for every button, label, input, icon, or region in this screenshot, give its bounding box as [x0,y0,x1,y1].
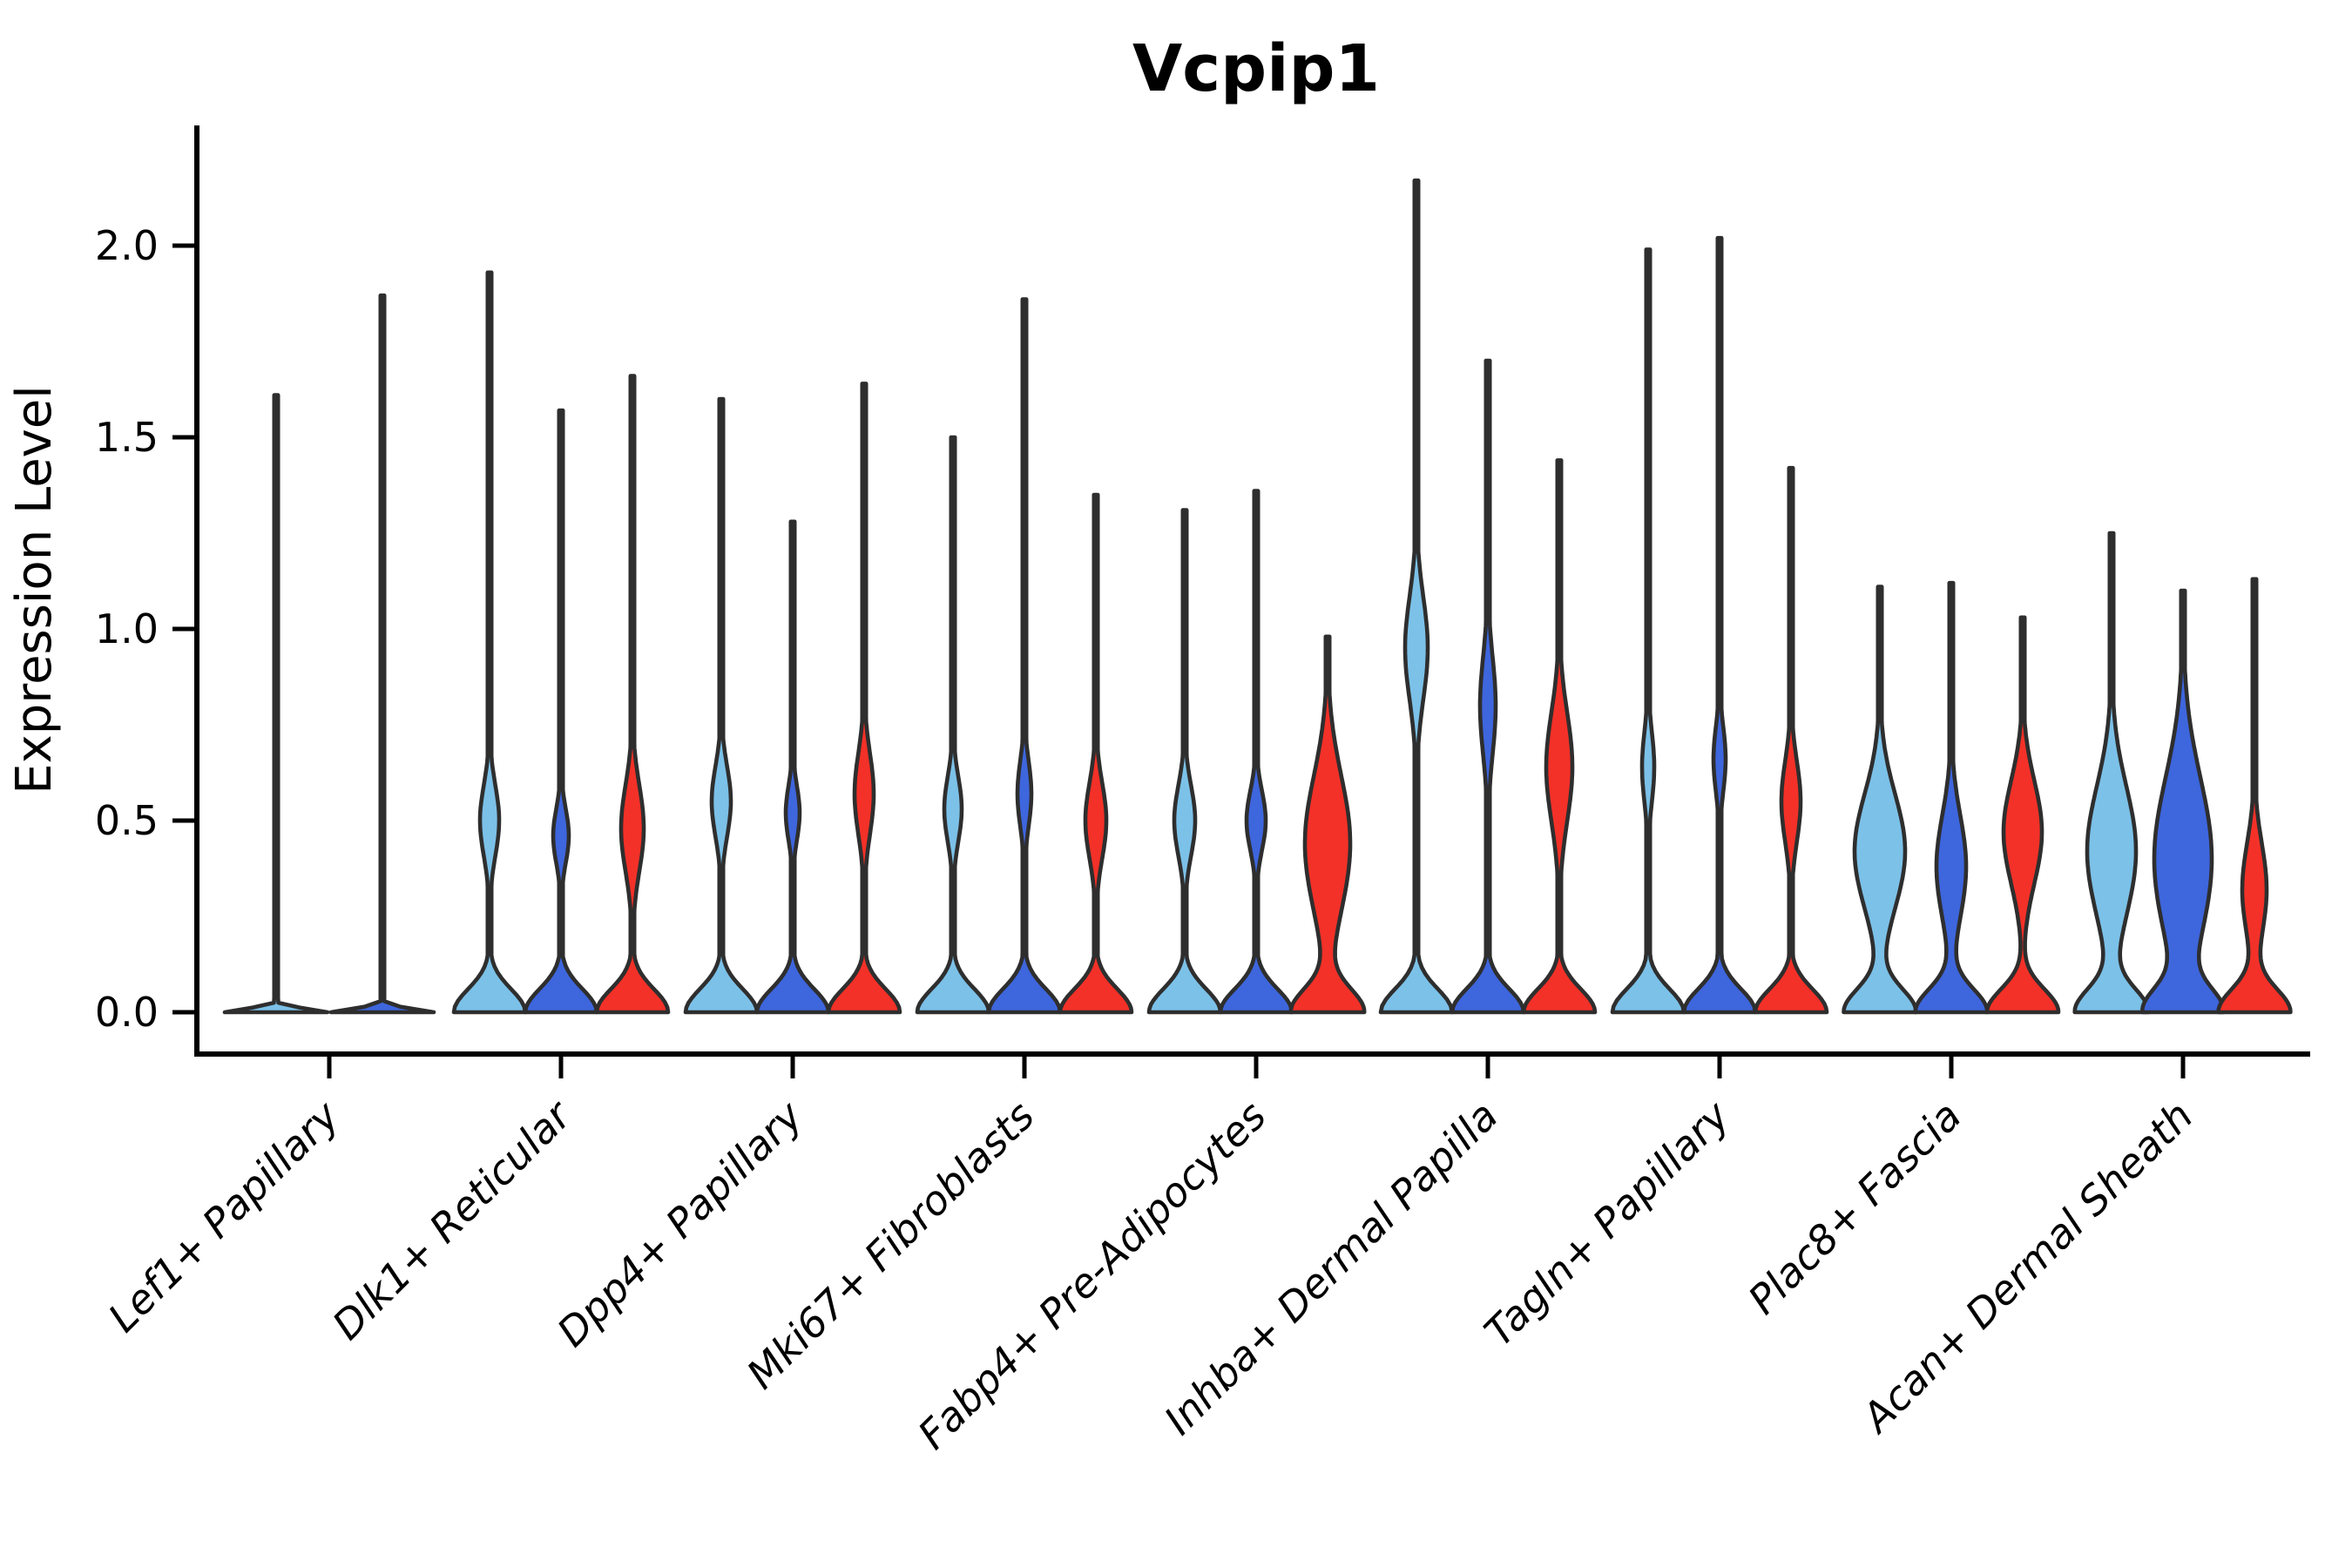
violin-fabp4-light_blue [1146,508,1223,1015]
x-tick-label-tagln: Tagln+ Papillary [1475,1092,1739,1355]
violin-lef1-dark_blue [328,293,436,1015]
violin-fabp4-dark_blue [1218,489,1294,1015]
violin-inhba-red [1521,458,1598,1015]
violin-tagln-dark_blue [1681,235,1758,1015]
violin-acan-dark_blue [2140,588,2226,1015]
violin-tagln-light_blue [1610,247,1686,1015]
violin-dpp4-dark_blue [754,519,831,1015]
violin-mki67-dark_blue [986,297,1063,1015]
violin-fabp4-red [1288,634,1367,1015]
x-tick-label-dpp4: Dpp4+ Papillary [548,1092,812,1355]
violin-dlk1-red [594,374,671,1015]
violin-plac8-light_blue [1842,585,1918,1015]
violin-acan-red [2216,577,2293,1015]
violin-dlk1-light_blue [451,270,528,1015]
violin-tagln-red [1753,465,1829,1015]
violin-inhba-light_blue [1378,178,1455,1015]
violin-lef1-light_blue [222,393,330,1015]
x-tick-label-plac8: Plac8+ Fascia [1739,1092,1970,1323]
x-tick-label-lef1: Lef1+ Papillary [99,1092,348,1341]
violin-mki67-light_blue [915,435,991,1015]
y-tick-label: 0.5 [95,797,159,844]
chart-title: Vcpip1 [1132,31,1380,106]
violin-dpp4-red [826,382,902,1015]
violin-dpp4-light_blue [683,396,760,1015]
violin-dlk1-dark_blue [523,408,599,1015]
violin-acan-light_blue [2072,531,2151,1015]
violin-mki67-red [1058,492,1134,1015]
violin-plac8-dark_blue [1913,580,1990,1015]
y-tick-label: 1.0 [95,605,159,652]
violin-inhba-dark_blue [1450,358,1526,1015]
x-tick-label-dlk1: Dlk1+ Reticular [323,1090,582,1348]
y-tick-label: 1.5 [95,414,159,461]
violin-plac8-red [1984,615,2061,1015]
y-tick-label: 0.0 [95,989,159,1036]
y-axis-label: Expression Level [6,385,63,794]
y-tick-label: 2.0 [95,222,159,269]
violins-layer [222,178,2293,1015]
